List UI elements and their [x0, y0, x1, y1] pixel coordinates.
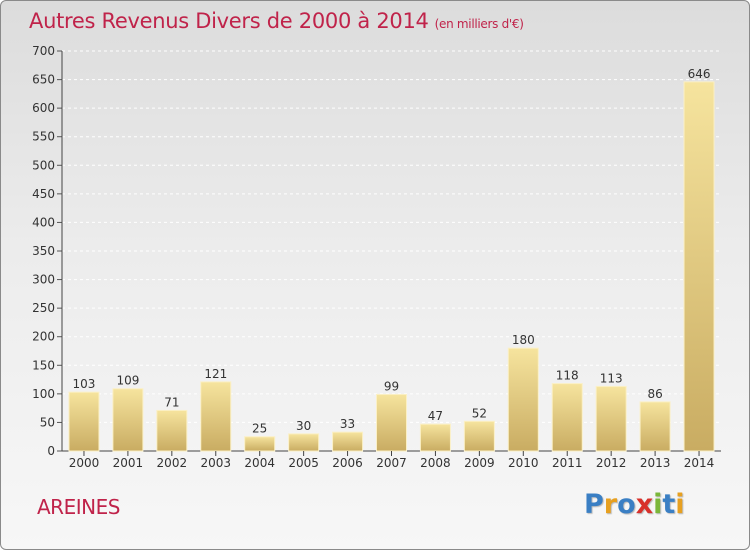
x-tick-label: 2000 — [69, 456, 100, 470]
y-tick-label: 200 — [32, 330, 55, 344]
bar — [507, 347, 539, 452]
y-tick-label: 400 — [32, 215, 55, 229]
bar-value-label: 113 — [600, 371, 623, 385]
bar — [332, 431, 364, 452]
bar-value-label: 99 — [384, 379, 399, 393]
x-tick-label: 2005 — [288, 456, 319, 470]
bar-value-label: 30 — [296, 419, 311, 433]
x-tick-label: 2002 — [157, 456, 188, 470]
bar-value-label: 25 — [252, 422, 267, 436]
y-tick-label: 350 — [32, 244, 55, 258]
bar — [244, 436, 276, 452]
proxiti-logo: Proxiti — [584, 489, 685, 520]
logo-letter: t — [662, 489, 676, 520]
bar-value-label: 103 — [73, 377, 96, 391]
bar-value-label: 47 — [428, 409, 443, 423]
chart-subtitle: (en milliers d'€) — [434, 17, 524, 31]
bar-value-label: 121 — [204, 367, 227, 381]
x-tick-label: 2013 — [640, 456, 671, 470]
logo-letter: i — [675, 489, 685, 520]
bar — [639, 401, 671, 452]
y-tick-label: 550 — [32, 130, 55, 144]
x-tick-label: 2008 — [420, 456, 451, 470]
place-name: AREINES — [37, 495, 120, 519]
y-tick-label: 50 — [40, 415, 55, 429]
chart-title: Autres Revenus Divers de 2000 à 2014 (en … — [29, 9, 524, 33]
y-tick-label: 600 — [32, 101, 55, 115]
chart-title-text: Autres Revenus Divers de 2000 à 2014 — [29, 9, 429, 33]
y-tick-label: 450 — [32, 187, 55, 201]
x-tick-label: 2014 — [684, 456, 715, 470]
logo-letter: x — [635, 489, 654, 520]
y-tick-label: 650 — [32, 73, 55, 87]
y-tick-label: 100 — [32, 387, 55, 401]
bar — [112, 388, 144, 452]
bar-value-label: 180 — [512, 333, 535, 347]
bar — [200, 381, 232, 452]
bar-value-label: 33 — [340, 417, 355, 431]
bar — [463, 420, 495, 452]
bar-value-label: 52 — [472, 406, 487, 420]
y-tick-label: 500 — [32, 158, 55, 172]
x-tick-label: 2001 — [113, 456, 144, 470]
logo-letter: o — [617, 489, 636, 520]
x-tick-label: 2011 — [552, 456, 583, 470]
x-tick-label: 2007 — [376, 456, 407, 470]
bar — [683, 81, 715, 452]
x-tick-label: 2010 — [508, 456, 539, 470]
x-tick-label: 2004 — [244, 456, 275, 470]
bar — [376, 393, 407, 452]
x-tick-label: 2012 — [596, 456, 627, 470]
x-tick-label: 2006 — [332, 456, 363, 470]
y-tick-label: 0 — [47, 444, 55, 458]
bar — [595, 385, 627, 452]
y-tick-label: 300 — [32, 273, 55, 287]
y-tick-label: 700 — [32, 44, 55, 58]
x-tick-label: 2009 — [464, 456, 495, 470]
y-tick-label: 250 — [32, 301, 55, 315]
bar — [288, 433, 320, 452]
bar — [419, 423, 451, 452]
bar-value-label: 86 — [647, 387, 662, 401]
bar-value-label: 109 — [116, 374, 139, 388]
y-tick-label: 150 — [32, 358, 55, 372]
bar-value-label: 71 — [164, 395, 179, 409]
bar-value-label: 118 — [556, 369, 579, 383]
bar — [68, 391, 100, 452]
bar-value-label: 646 — [688, 67, 711, 81]
logo-letter: P — [584, 489, 604, 520]
logo-letter: i — [653, 489, 663, 520]
bar — [156, 409, 188, 452]
x-tick-label: 2003 — [200, 456, 231, 470]
bar — [551, 383, 583, 452]
logo-letter: r — [603, 489, 618, 520]
